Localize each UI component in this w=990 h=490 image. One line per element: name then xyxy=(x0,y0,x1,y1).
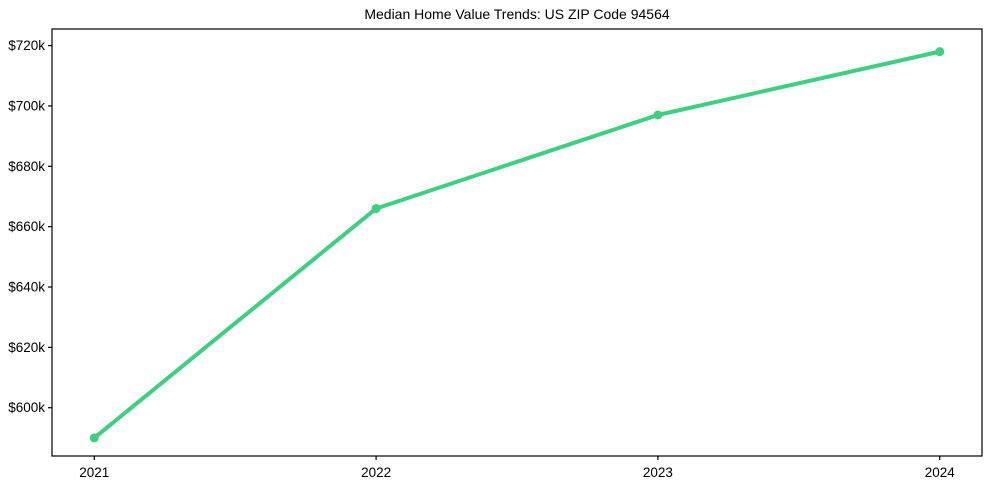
x-tick-label: 2021 xyxy=(79,465,109,480)
data-point-marker xyxy=(653,110,663,120)
x-tick-label: 2024 xyxy=(925,465,956,480)
x-tick-label: 2022 xyxy=(361,465,391,480)
plot-area: $600k $620k $640k $660k $680k $700k $720k 2021 2… xyxy=(8,28,983,480)
y-tick-label: $600k xyxy=(8,400,45,415)
y-tick-label: $620k xyxy=(8,340,45,355)
chart-title: Median Home Value Trends: US ZIP Code 94… xyxy=(364,6,670,22)
plot-border xyxy=(51,28,983,457)
chart-line xyxy=(92,49,942,440)
data-point-marker xyxy=(935,47,945,57)
y-tick-label: $720k xyxy=(8,38,45,53)
y-tick-label: $680k xyxy=(8,159,45,174)
y-tick-label: $660k xyxy=(8,219,45,234)
x-tick-label: 2023 xyxy=(643,465,673,480)
data-point-marker xyxy=(89,433,99,443)
data-point-marker xyxy=(371,204,381,214)
y-tick-label: $700k xyxy=(8,98,45,113)
y-tick-label: $640k xyxy=(8,280,45,295)
